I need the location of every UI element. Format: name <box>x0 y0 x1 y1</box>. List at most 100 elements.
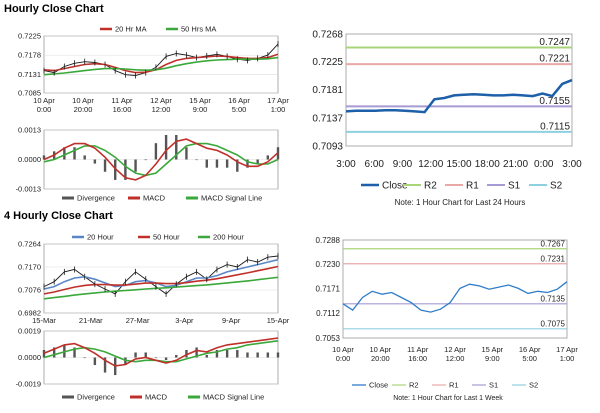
four-hourly-levels-ytick-label: 0.7053 <box>316 334 341 343</box>
four-hourly-levels-legend-label: R1 <box>449 381 459 390</box>
four-hourly-levels-note: Note: 1 Hour Chart for Last 1 Week <box>393 395 503 402</box>
four-hourly-macd-legend-label: MACD Signal Line <box>203 393 264 402</box>
hourly-levels-xtick-label: 3:00 <box>336 159 356 170</box>
four-hourly-levels-xtick-label: 5:00 <box>522 354 537 363</box>
hourly-levels-xtick-label: 21:00 <box>503 159 528 170</box>
four-hourly-macd-divergence-bar <box>185 349 188 358</box>
four-hourly-levels-xtick-label: 10 Apr <box>369 345 391 354</box>
four-hourly-price-series-50-hour <box>43 265 279 295</box>
four-hourly-macd-ytick-label: 0.0000 <box>18 353 41 362</box>
hourly-price-xtick-label: 10 Apr <box>72 96 94 105</box>
four-hourly-macd-divergence-bar <box>144 352 147 358</box>
hourly-levels-xtick-label: 6:00 <box>365 159 385 170</box>
hourly-levels-xtick-label: 15:00 <box>446 159 471 170</box>
hourly-macd-divergence-bar <box>164 134 168 160</box>
hourly-levels-ytick-label: 0.7225 <box>312 57 343 68</box>
four-hourly-macd-divergence-bar <box>266 352 270 358</box>
hourly-levels-legend-label: S1 <box>508 181 521 192</box>
four-hourly-levels-xtick-label: 16:00 <box>408 354 427 363</box>
hourly-levels-ytick-label: 0.7093 <box>312 142 343 153</box>
hourly-levels-xtick-label: 9:00 <box>393 159 413 170</box>
hourly-macd-divergence-bar <box>215 159 219 168</box>
four-hourly-macd-divergence-bar <box>154 357 158 359</box>
four-hourly-macd-macd-line <box>43 337 279 367</box>
hourly-macd-legend-label: MACD <box>143 194 166 203</box>
hourly-price-ytick-label: 0.7178 <box>18 51 41 60</box>
hourly-macd-divergence-bar <box>205 159 208 168</box>
hourly-levels-level-label: 0.7155 <box>539 96 570 107</box>
four-hourly-levels-ytick-label: 0.7230 <box>316 260 341 269</box>
four-hourly-price-ytick-label: 0.7264 <box>18 240 41 249</box>
hourly-levels-ytick-label: 0.7181 <box>312 85 343 96</box>
four-hourly-macd-divergence-bar <box>52 347 56 358</box>
four-hourly-macd-legend-label: MACD <box>145 393 168 402</box>
hourly-macd-divergence-bar <box>134 159 137 172</box>
four-hourly-levels-xtick-label: 0:00 <box>336 354 351 363</box>
four-hourly-levels-level-label: 0.7135 <box>541 294 566 303</box>
hourly-macd-legend-label: Divergence <box>77 194 115 203</box>
four-hourly-levels-close-line <box>342 281 568 313</box>
hourly-macd-divergence-bar <box>63 147 66 160</box>
hourly-levels-xtick-label: 12:00 <box>418 159 443 170</box>
hourly-levels-close-line <box>345 78 573 114</box>
four-hourly-price-series-200-hour <box>43 276 279 300</box>
four-hourly-macd-signal-line <box>43 340 279 363</box>
hourly-levels-legend-label: S2 <box>550 181 563 192</box>
four-hourly-levels-xtick-label: 12 Apr <box>444 345 466 354</box>
four-hourly-macd-legend-label: Divergence <box>77 393 115 402</box>
four-hourly-macd-divergence-bar <box>93 357 97 366</box>
four-hourly-macd-divergence-bar <box>236 349 239 358</box>
four-hourly-levels-xtick-label: 15 Apr <box>481 345 503 354</box>
hourly-price-xtick-label: 15 Apr <box>189 96 211 105</box>
four-hourly-macd-divergence-bar <box>175 354 178 358</box>
four-hourly-levels-level-label: 0.7231 <box>541 254 566 263</box>
four-hourly-price-xtick-label: 9-Apr <box>222 316 241 325</box>
four-hourly-levels-xtick-label: 10 Apr <box>332 345 354 354</box>
hourly-price-xtick-label: 5:00 <box>232 105 247 114</box>
hourly-levels-legend-label: R2 <box>424 181 437 192</box>
hourly-macd-legend-label: MACD Signal Line <box>201 194 262 203</box>
hourly-macd-signal-line <box>43 142 279 177</box>
four-hourly-macd-divergence-bar <box>225 349 229 358</box>
four-hourly-levels-legend-label: Close <box>369 381 388 390</box>
four-hourly-price-series-price <box>43 255 279 295</box>
hourly-macd-divergence-bar <box>124 159 127 180</box>
hourly-price-xtick-label: 0:00 <box>37 105 52 114</box>
hourly-macd-divergence-bar <box>236 159 239 172</box>
four-hourly-macd-divergence-bar <box>256 352 259 358</box>
hourly-levels-xtick-label: 3:00 <box>562 159 582 170</box>
hourly-close-chart-title: Hourly Close Chart <box>4 3 104 15</box>
hourly-price-ytick-label: 0.7225 <box>18 32 41 41</box>
hourly-price-xtick-label: 9:00 <box>193 105 208 114</box>
hourly-price-xtick-label: 10 Apr <box>33 96 55 105</box>
four-hourly-price-legend-label: 200 Hour <box>213 233 244 242</box>
hourly-price-xtick-label: 11 Apr <box>111 96 133 105</box>
hourly-macd-divergence-bar <box>154 143 158 160</box>
four-hourly-macd-ytick-label: 0.0019 <box>18 327 41 336</box>
hourly-macd-divergence-bar <box>266 155 270 160</box>
four-hourly-macd-divergence-bar <box>103 357 107 373</box>
four-hourly-price-xtick-label: 3-Apr <box>175 316 194 325</box>
hourly-levels-level-label: 0.7247 <box>539 37 570 48</box>
hourly-levels-legend-label: R1 <box>466 181 479 192</box>
hourly-levels-xtick-label: 0:00 <box>534 159 554 170</box>
hourly-price-xtick-label: 17 Apr <box>267 96 289 105</box>
four-hourly-macd-divergence-bar <box>42 349 46 358</box>
four-hourly-levels-level-label: 0.7075 <box>541 319 566 328</box>
four-hourly-macd-divergence-bar <box>134 352 137 358</box>
four-hourly-macd-divergence-bar <box>246 352 249 358</box>
hourly-macd-divergence-bar <box>103 159 107 172</box>
four-hourly-macd-divergence-bar <box>164 357 168 361</box>
four-hourly-price-legend-label: 50 Hour <box>153 233 180 242</box>
four-hourly-macd-divergence-bar <box>195 347 198 358</box>
four-hourly-macd-divergence-bar <box>73 347 76 358</box>
hourly-price-series-50-hrs-ma <box>43 56 279 76</box>
four-hourly-levels-frame <box>342 239 568 339</box>
four-hourly-macd-divergence-bar <box>124 357 127 366</box>
four-hourly-macd-divergence-bar <box>205 354 208 358</box>
hourly-levels-ytick-label: 0.7268 <box>312 30 343 41</box>
hourly-macd-divergence-bar <box>185 147 188 160</box>
four-hourly-price-frame <box>43 243 279 314</box>
hourly-price-xtick-label: 12 Apr <box>150 96 172 105</box>
